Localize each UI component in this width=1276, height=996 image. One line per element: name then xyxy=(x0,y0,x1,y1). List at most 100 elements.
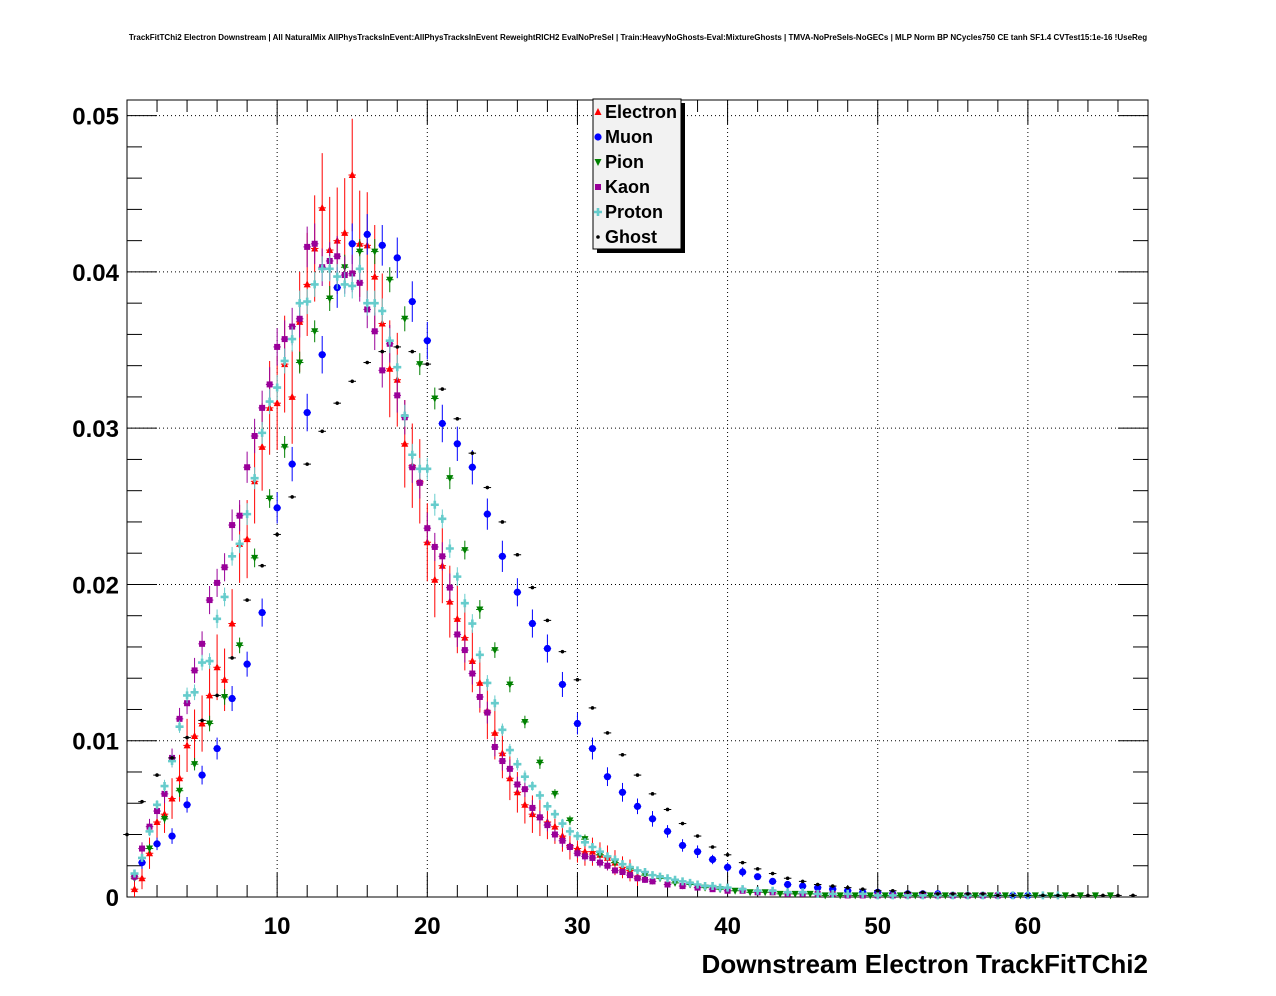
muon-point xyxy=(693,848,702,856)
proton-point xyxy=(686,878,695,887)
ghost-point xyxy=(1086,893,1090,898)
legend-marker-kaon xyxy=(595,184,601,190)
pion-point xyxy=(1031,892,1039,900)
proton-point xyxy=(393,363,402,372)
kaon-point xyxy=(311,240,318,247)
kaon-point xyxy=(214,579,221,586)
electron-point xyxy=(221,675,229,683)
proton-point xyxy=(813,889,822,898)
pion-point xyxy=(791,890,799,898)
pion-point xyxy=(281,443,289,451)
ghost-point xyxy=(996,893,1000,898)
ghost-point xyxy=(1101,893,1105,898)
ghost-point xyxy=(425,362,430,366)
kaon-point xyxy=(642,876,649,883)
electron-point xyxy=(461,633,469,641)
pion-point xyxy=(266,495,274,503)
proton-point xyxy=(130,869,139,878)
kaon-point xyxy=(604,862,611,869)
electron-point xyxy=(228,619,236,627)
x-axis-label: Downstream Electron TrackFitTChi2 xyxy=(702,949,1148,979)
y-tick-label: 0 xyxy=(106,885,119,912)
proton-point xyxy=(258,428,267,437)
proton-point xyxy=(550,810,559,819)
kaon-point xyxy=(536,814,543,821)
pion-point xyxy=(311,328,319,336)
proton-point xyxy=(250,474,259,483)
kaon-point xyxy=(544,822,551,829)
proton-point xyxy=(903,891,912,900)
proton-point xyxy=(318,264,327,273)
muon-point xyxy=(153,840,161,848)
proton-point xyxy=(738,885,747,894)
proton-point xyxy=(228,552,237,561)
kaon-point xyxy=(649,878,656,885)
proton-point xyxy=(873,891,882,900)
proton-point xyxy=(543,802,552,811)
kaon-point xyxy=(229,522,236,529)
proton-point xyxy=(168,757,177,766)
kaon-point xyxy=(371,328,378,335)
pion-point xyxy=(161,815,169,823)
muon-point xyxy=(318,351,326,359)
ghost-point xyxy=(215,693,219,698)
ghost-point xyxy=(185,735,189,740)
series-marks xyxy=(123,118,1137,900)
proton-point xyxy=(243,510,252,519)
y-tick-label: 0.02 xyxy=(72,572,119,599)
kaon-point xyxy=(439,553,446,560)
pion-point xyxy=(1091,892,1099,900)
proton-point xyxy=(603,852,612,861)
legend-box xyxy=(592,98,682,250)
kaon-point xyxy=(529,804,536,811)
proton-point xyxy=(138,853,147,862)
ghost-point xyxy=(365,360,370,365)
electron-point xyxy=(371,272,379,280)
electron-point xyxy=(273,399,281,407)
muon-point xyxy=(663,827,672,835)
muon-point xyxy=(198,771,206,779)
proton-point xyxy=(588,842,597,851)
pion-point xyxy=(401,315,409,323)
ghost-point xyxy=(335,401,340,405)
ghost-point xyxy=(680,821,685,826)
muon-point xyxy=(213,744,221,753)
ghost-point xyxy=(725,853,730,857)
pion-point xyxy=(251,554,259,562)
pion-point xyxy=(146,845,154,853)
proton-point xyxy=(370,299,379,308)
ghost-point xyxy=(140,799,144,804)
kaon-point xyxy=(574,850,581,857)
muon-point xyxy=(258,608,266,617)
ghost-point xyxy=(530,585,535,590)
electron-point xyxy=(161,810,169,818)
proton-point xyxy=(505,746,514,755)
muon-point xyxy=(228,694,236,703)
ghost-point xyxy=(1026,893,1030,898)
kaon-point xyxy=(296,315,303,322)
ghost-point xyxy=(665,807,670,812)
kaon-point xyxy=(206,597,213,604)
kaon-point xyxy=(304,243,311,250)
muon-point xyxy=(754,873,762,881)
pion-point xyxy=(1076,892,1084,900)
proton-point xyxy=(716,883,725,892)
proton-point xyxy=(648,871,657,880)
pion-point xyxy=(296,359,304,367)
proton-point xyxy=(145,827,154,836)
proton-point xyxy=(160,782,169,791)
kaon-point xyxy=(431,543,438,550)
kaon-point xyxy=(379,367,386,374)
muon-point xyxy=(168,832,176,840)
ghost-point xyxy=(1071,893,1075,898)
electron-point xyxy=(431,575,439,583)
electron-point xyxy=(176,774,184,782)
pion-point xyxy=(326,295,334,303)
muon-point xyxy=(138,859,146,867)
ghost-point xyxy=(905,890,910,895)
kaon-point xyxy=(236,512,243,519)
proton-point xyxy=(273,383,282,392)
kaon-point xyxy=(611,867,618,874)
proton-point xyxy=(385,336,394,345)
kaon-point xyxy=(626,872,633,879)
